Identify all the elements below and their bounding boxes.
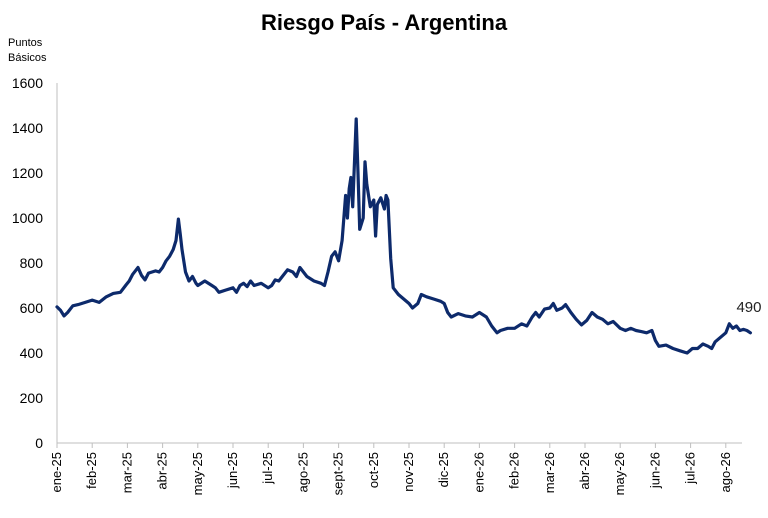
x-tick-label: jun-26 xyxy=(647,452,662,489)
x-tick-label: sept-25 xyxy=(331,452,346,495)
y-tick-label: 600 xyxy=(20,300,44,316)
y-tick-label: 200 xyxy=(20,390,44,406)
x-tick-label: abr-25 xyxy=(155,452,170,490)
x-tick-label: ene-25 xyxy=(49,452,64,492)
x-tick-label: mar-26 xyxy=(542,452,557,493)
x-tick-label: ago-25 xyxy=(295,452,310,492)
labels-group: 490 xyxy=(736,299,761,316)
y-tick-label: 0 xyxy=(35,435,43,451)
chart-title: Riesgo País - Argentina xyxy=(260,10,508,35)
axes xyxy=(56,83,742,444)
y-ticks: 0 200 400 600 800 1000 1200 1400 1600 xyxy=(12,75,43,451)
y-tick-label: 800 xyxy=(20,255,44,271)
x-tick-label: ago-26 xyxy=(718,452,733,492)
y-tick-label: 400 xyxy=(20,345,44,361)
x-tick-label: jul-26 xyxy=(683,452,698,485)
x-tick-label: feb-26 xyxy=(507,452,522,489)
x-ticks: ene-25 feb-25 mar-25 abr-25 may-25 jun-25 jul-… xyxy=(49,443,733,495)
end-value-label: 490 xyxy=(736,299,761,316)
x-tick-label: dic-25 xyxy=(436,452,451,487)
x-tick-label: may-25 xyxy=(190,452,205,495)
x-tick-label: ene-26 xyxy=(471,452,486,492)
x-tick-label: jun-25 xyxy=(225,452,240,489)
y-tick-label: 1200 xyxy=(12,165,43,181)
x-tick-label: may-26 xyxy=(612,452,627,495)
x-tick-label: feb-25 xyxy=(84,452,99,489)
y-tick-label: 1600 xyxy=(12,75,43,91)
x-tick-label: oct-25 xyxy=(366,452,381,488)
x-tick-label: nov-25 xyxy=(401,452,416,492)
y-tick-label: 1400 xyxy=(12,120,43,136)
series-line xyxy=(55,117,752,355)
y-tick-label: 1000 xyxy=(12,210,43,226)
y-axis-label: Puntos Básicos xyxy=(8,37,47,64)
x-tick-label: mar-25 xyxy=(119,452,134,493)
x-tick-label: jul-25 xyxy=(260,452,275,485)
series-group xyxy=(55,117,752,355)
x-tick-label: abr-26 xyxy=(577,452,592,490)
